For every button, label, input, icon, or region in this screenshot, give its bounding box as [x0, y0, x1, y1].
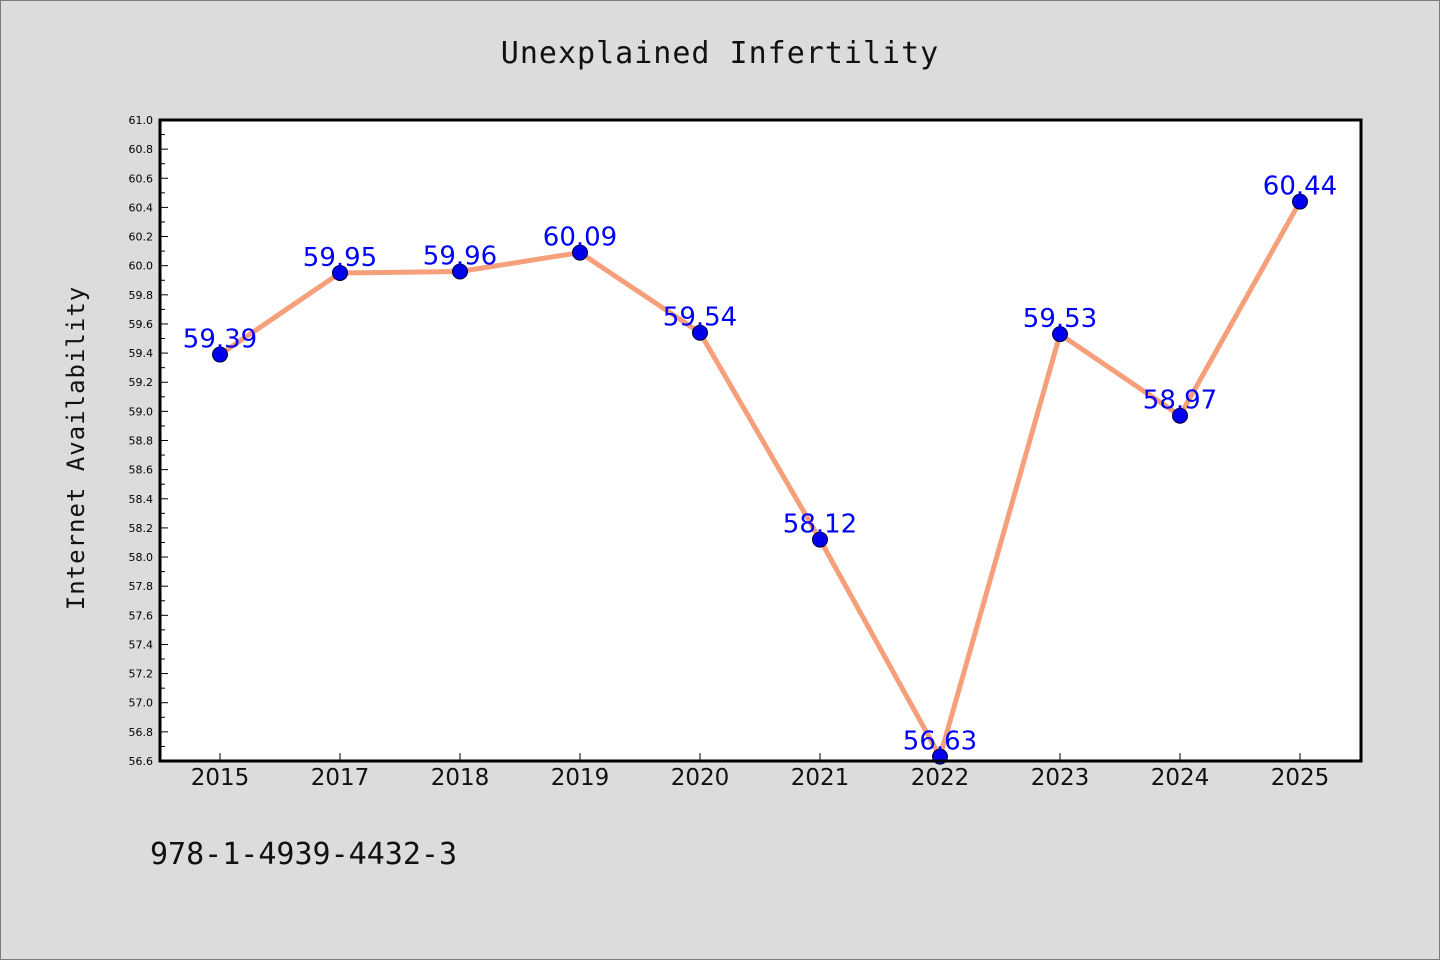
y-tick-label: 60.2	[129, 231, 154, 244]
x-tick-label: 2023	[1031, 765, 1090, 791]
plot-border	[158, 118, 1363, 763]
y-tick-label: 59.6	[129, 318, 154, 331]
data-labels: 59.39 59.95 59.96 60.09 59.54 58.12 56.63 59.53…	[183, 172, 1337, 757]
y-tick-label: 59.0	[129, 405, 154, 418]
y-tick-label: 57.8	[129, 580, 154, 593]
y-tick-label: 57.6	[129, 609, 154, 622]
y-tick-label: 60.0	[129, 260, 154, 273]
x-tick-label: 2015	[191, 765, 250, 791]
y-tick-label: 56.8	[129, 726, 154, 739]
data-value-label: 60.09	[543, 223, 617, 253]
x-tick-label: 2024	[1151, 765, 1210, 791]
y-tick-label: 59.8	[129, 289, 154, 302]
series-line	[218, 200, 1303, 760]
x-tick-label: 2017	[311, 765, 370, 791]
data-value-label: 59.96	[423, 242, 497, 272]
data-value-label: 59.53	[1023, 304, 1097, 334]
data-point-marker	[212, 346, 228, 363]
data-value-label: 58.12	[783, 510, 857, 540]
chart-title: Unexplained Infertility	[501, 36, 939, 71]
y-tick-label: 58.0	[129, 551, 154, 564]
data-point-marker	[1172, 407, 1188, 424]
data-point-marker	[1052, 326, 1068, 343]
data-point-marker	[452, 263, 468, 280]
data-point-marker	[332, 264, 348, 281]
y-tick-label: 56.6	[129, 755, 154, 768]
data-value-label: 59.54	[663, 303, 737, 333]
data-point-marker	[572, 244, 588, 261]
y-tick-label: 59.2	[129, 376, 154, 389]
data-point-marker	[812, 531, 828, 548]
y-tick-label: 58.2	[129, 522, 154, 535]
x-tick-label: 2019	[551, 765, 610, 791]
y-tick-label: 58.6	[129, 464, 154, 477]
data-value-label: 60.44	[1263, 172, 1337, 202]
footer-code: 978-1-4939-4432-3	[150, 837, 457, 872]
y-axis: 56.6 56.8 57.0 57.2 57.4 57.6 57.8 58.0 58.2 58.4…	[129, 114, 168, 768]
x-tick-label: 2022	[911, 765, 970, 791]
x-axis: 2015 2017 2018 2019 2020 2021 2022 2023 2024 2025	[191, 753, 1330, 791]
data-value-label: 56.63	[903, 727, 977, 757]
y-tick-label: 60.8	[129, 143, 154, 156]
y-tick-label: 60.4	[129, 201, 154, 214]
y-tick-label: 57.4	[129, 638, 154, 651]
x-tick-label: 2021	[791, 765, 850, 791]
data-point-marker	[692, 324, 708, 341]
data-point-marker	[1292, 193, 1308, 210]
y-tick-label: 58.8	[129, 435, 154, 448]
y-tick-label: 60.6	[129, 172, 154, 185]
y-tick-label: 58.4	[129, 493, 154, 506]
data-value-label: 59.95	[303, 243, 377, 273]
data-value-label: 59.39	[183, 325, 257, 355]
x-tick-label: 2025	[1271, 765, 1330, 791]
x-tick-label: 2020	[671, 765, 730, 791]
y-tick-label: 57.2	[129, 668, 154, 681]
y-axis-label: Internet Availability	[62, 286, 90, 610]
y-tick-label: 61.0	[129, 114, 154, 127]
data-value-label: 58.97	[1143, 386, 1217, 416]
y-tick-label: 59.4	[129, 347, 154, 360]
x-tick-label: 2018	[431, 765, 490, 791]
y-tick-label: 57.0	[129, 697, 154, 710]
